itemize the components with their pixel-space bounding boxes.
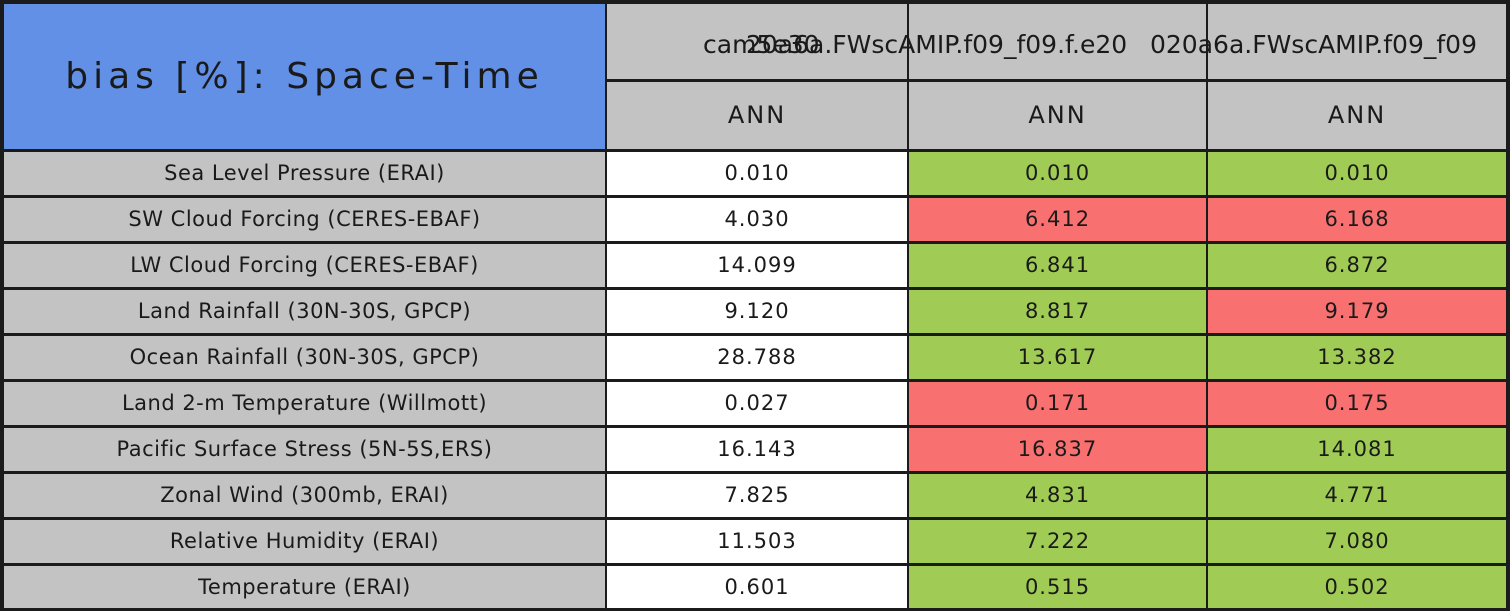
table-title-cell: bias [%]: Space-Time	[1, 0, 607, 152]
bias-value-cell: 9.120	[605, 286, 909, 336]
variable-label: SW Cloud Forcing (CERES-EBAF)	[1, 194, 607, 244]
season-header-ann-3: ANN	[1206, 78, 1509, 152]
model-header-row: bias [%]: Space-Time	[1, 0, 1509, 152]
bias-value-cell: 6.872	[1206, 240, 1509, 290]
variable-label: Land 2-m Temperature (Willmott)	[1, 378, 607, 428]
bias-value-cell: 4.831	[907, 470, 1208, 520]
bias-value-cell: 14.081	[1206, 424, 1509, 474]
bias-value-cell: 6.168	[1206, 194, 1509, 244]
bias-value-cell: 0.175	[1206, 378, 1509, 428]
variable-label: Ocean Rainfall (30N-30S, GPCP)	[1, 332, 607, 382]
bias-value-cell: 0.502	[1206, 562, 1509, 611]
bias-value-cell: 16.143	[605, 424, 909, 474]
bias-value-cell: 0.027	[605, 378, 909, 428]
table-row: LW Cloud Forcing (CERES-EBAF) 14.099 6.8…	[1, 240, 1509, 290]
bias-value-cell: 7.825	[605, 470, 909, 520]
table-row: Relative Humidity (ERAI) 11.503 7.222 7.…	[1, 516, 1509, 566]
bias-value-cell: 6.841	[907, 240, 1208, 290]
bias-value-cell: 14.099	[605, 240, 909, 290]
table-row: Pacific Surface Stress (5N-5S,ERS) 16.14…	[1, 424, 1509, 474]
bias-value-cell: 13.617	[907, 332, 1208, 382]
variable-label: Relative Humidity (ERAI)	[1, 516, 607, 566]
model-header-cell-2	[907, 0, 1208, 82]
bias-value-cell: 28.788	[605, 332, 909, 382]
bias-value-cell: 4.771	[1206, 470, 1509, 520]
variable-label: LW Cloud Forcing (CERES-EBAF)	[1, 240, 607, 290]
bias-value-cell: 7.080	[1206, 516, 1509, 566]
bias-value-cell: 0.010	[907, 148, 1208, 198]
bias-value-cell: 0.010	[605, 148, 909, 198]
table-row: Land Rainfall (30N-30S, GPCP) 9.120 8.81…	[1, 286, 1509, 336]
model-header-cell-1	[605, 0, 909, 82]
bias-value-cell: 11.503	[605, 516, 909, 566]
table-row: SW Cloud Forcing (CERES-EBAF) 4.030 6.41…	[1, 194, 1509, 244]
table-row: Land 2-m Temperature (Willmott) 0.027 0.…	[1, 378, 1509, 428]
variable-label: Sea Level Pressure (ERAI)	[1, 148, 607, 198]
season-header-ann-2: ANN	[907, 78, 1208, 152]
bias-value-cell: 0.010	[1206, 148, 1509, 198]
bias-value-cell: 16.837	[907, 424, 1208, 474]
table-row: Ocean Rainfall (30N-30S, GPCP) 28.788 13…	[1, 332, 1509, 382]
bias-value-cell: 0.601	[605, 562, 909, 611]
variable-label: Pacific Surface Stress (5N-5S,ERS)	[1, 424, 607, 474]
bias-value-cell: 4.030	[605, 194, 909, 244]
table-row: Zonal Wind (300mb, ERAI) 7.825 4.831 4.7…	[1, 470, 1509, 520]
season-header-ann-1: ANN	[605, 78, 909, 152]
variable-label: Land Rainfall (30N-30S, GPCP)	[1, 286, 607, 336]
table-row: Sea Level Pressure (ERAI) 0.010 0.010 0.…	[1, 148, 1509, 198]
bias-value-cell: 0.171	[907, 378, 1208, 428]
bias-value-cell: 9.179	[1206, 286, 1509, 336]
bias-value-cell: 7.222	[907, 516, 1208, 566]
bias-value-cell: 8.817	[907, 286, 1208, 336]
bias-value-cell: 13.382	[1206, 332, 1509, 382]
table-row: Temperature (ERAI) 0.601 0.515 0.502	[1, 562, 1509, 611]
season-header-row: ANN ANN ANN	[2, 78, 1509, 152]
variable-label: Zonal Wind (300mb, ERAI)	[1, 470, 607, 520]
bias-value-cell: 0.515	[907, 562, 1208, 611]
bias-value-cell: 6.412	[907, 194, 1208, 244]
model-header-cell-3	[1206, 0, 1509, 82]
variable-label: Temperature (ERAI)	[1, 562, 607, 611]
